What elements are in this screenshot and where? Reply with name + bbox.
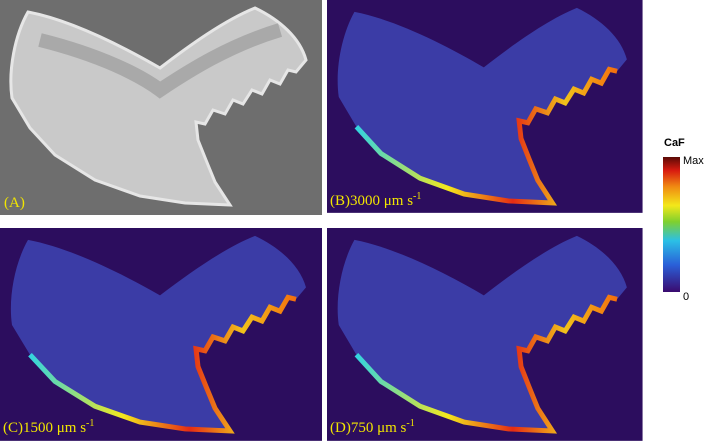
texture — [38, 23, 283, 99]
label-text: (C) — [3, 420, 23, 436]
edge-signal — [28, 294, 297, 434]
label-text: 3000 μm s — [350, 193, 413, 209]
edge-signal — [354, 294, 618, 434]
panel-a: (A) — [0, 0, 322, 215]
label-text: 1500 μm s — [23, 420, 86, 436]
label-text: -1 — [406, 418, 414, 429]
label-text: -1 — [413, 191, 421, 202]
panel-c — [0, 228, 322, 441]
label-text: (D) — [330, 420, 351, 436]
label-text: -1 — [86, 418, 94, 429]
panel-label: (B)3000 μm s-1 — [330, 191, 421, 209]
panel-label: (C)1500 μm s-1 — [3, 418, 94, 436]
label-text: (B) — [330, 193, 350, 209]
label-text: 750 μm s — [351, 420, 407, 436]
edge-signal — [354, 66, 618, 206]
colorbar-scale — [663, 157, 680, 292]
panel-label: (A) — [4, 195, 25, 211]
panel-b — [327, 0, 643, 213]
colorbar-max: Max — [683, 155, 704, 167]
panel-d — [327, 228, 643, 441]
panel-label: (D)750 μm s-1 — [330, 418, 415, 436]
colorbar-min: 0 — [683, 291, 689, 303]
colorbar: CaF Max 0 — [663, 137, 704, 303]
colorbar-title: CaF — [664, 137, 685, 149]
